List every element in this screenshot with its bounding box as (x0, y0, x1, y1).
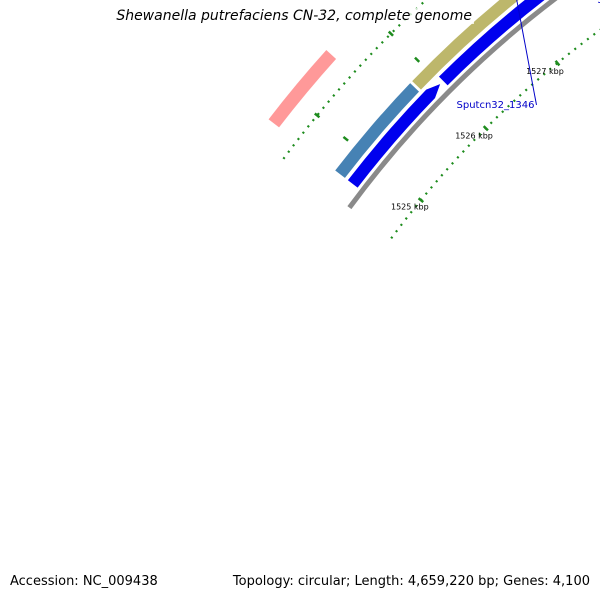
ruler-tick-label: 1526 kbp (455, 131, 493, 140)
feature-cds_forward-0 (346, 82, 442, 189)
feature-misc_steel-3 (334, 82, 421, 180)
backbone-ring (347, 0, 558, 210)
ruler-tick-0-2 (314, 112, 321, 119)
ruler-tick-1-2 (387, 30, 394, 37)
backbone-highlight (352, 0, 562, 211)
callout-line-0 (516, 0, 537, 106)
ruler-tick-2-0 (554, 60, 561, 67)
callout-label: Sputcn32_1347 (597, 0, 600, 6)
accession-label: Accession: NC_009438 (8, 574, 160, 589)
feature-rrna-23 (267, 48, 338, 129)
ruler-tick-0-1 (342, 135, 349, 142)
ruler-tick-1-1 (414, 56, 421, 63)
ruler-tick-label: 1527 kbp (526, 67, 564, 76)
genome-title: Shewanella putrefaciens CN-32, complete … (114, 8, 474, 24)
feature-tracks (267, 0, 546, 189)
callout-label: Sputcn32_1346 (457, 100, 535, 111)
genome-backbone (347, 0, 562, 211)
ruler-tick-label: 1525 kbp (391, 203, 429, 212)
feature-cds_forward-1 (437, 0, 546, 87)
feature-misc_olive-4 (411, 0, 521, 91)
ruler-tick-0-0 (417, 197, 425, 204)
ruler-ring-inner (390, 28, 600, 240)
ruler-tick-1-0 (482, 125, 489, 132)
feature-callouts: Sputcn32_1346Sputcn32_1347rpsBtsfpyrHfrr… (457, 0, 600, 111)
topology-label: Topology: circular; Length: 4,659,220 bp… (230, 574, 592, 589)
